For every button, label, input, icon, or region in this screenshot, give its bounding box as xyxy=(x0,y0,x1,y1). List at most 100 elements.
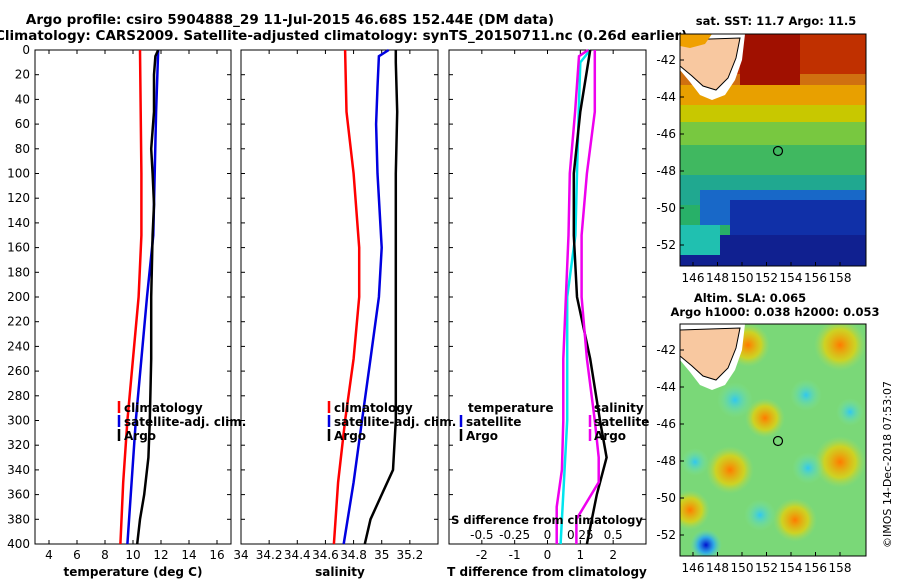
map-y-tick-label: -48 xyxy=(656,164,676,178)
y-tick-label: 60 xyxy=(15,117,30,131)
series-salinity-argo xyxy=(363,50,399,545)
x-tick-label: -2 xyxy=(476,548,488,562)
x-tick-label: 12 xyxy=(153,548,168,562)
difference-legend-right: salinity satellite Argo xyxy=(588,401,649,443)
x-tick-label: 34.2 xyxy=(256,548,283,562)
series-salinity-climatology xyxy=(332,49,361,545)
y-tick-label: 100 xyxy=(7,167,30,181)
sst-map xyxy=(680,34,866,266)
legend-text: temperature xyxy=(468,401,553,415)
x-tick-label: 2 xyxy=(609,548,617,562)
y-tick-label: 240 xyxy=(7,339,30,353)
map-x-tick-label: 150 xyxy=(731,271,754,285)
difference-xlabel: T difference from climatology xyxy=(447,565,647,579)
legend-text: Argo xyxy=(334,429,366,443)
x-tick-label: 6 xyxy=(73,548,81,562)
x-tick-label: 34.6 xyxy=(312,548,339,562)
legend-text: satellite xyxy=(594,415,649,429)
sla-map-title-1: Altim. SLA: 0.065 xyxy=(694,291,806,305)
x-tick-label: 0 xyxy=(544,548,552,562)
x-tick-label: 4 xyxy=(45,548,53,562)
map-x-tick-label: 156 xyxy=(804,271,827,285)
y-tick-label: 0 xyxy=(22,43,30,57)
legend-text: Argo xyxy=(124,429,156,443)
map-y-tick-label: -44 xyxy=(656,380,676,394)
sst-map-frame xyxy=(679,33,867,267)
top-x-tick-label: -0.5 xyxy=(470,528,493,542)
map-x-tick-label: 146 xyxy=(682,561,705,575)
map-x-tick-label: 148 xyxy=(706,271,729,285)
temperature-legend: climatology satellite-adj. clim. Argo xyxy=(117,401,246,443)
x-tick-label: -1 xyxy=(509,548,521,562)
legend-text: satellite-adj. clim. xyxy=(124,415,246,429)
map-x-tick-label: 158 xyxy=(829,271,852,285)
x-tick-label: 34.8 xyxy=(340,548,367,562)
map-y-tick-label: -50 xyxy=(656,201,676,215)
map-y-tick-label: -46 xyxy=(656,127,676,141)
map-y-tick-label: -46 xyxy=(656,417,676,431)
temperature-xlabel: temperature (deg C) xyxy=(64,565,203,579)
map-x-tick-label: 152 xyxy=(755,561,778,575)
map-x-tick-label: 150 xyxy=(731,561,754,575)
map-x-tick-label: 148 xyxy=(706,561,729,575)
y-tick-label: 260 xyxy=(7,364,30,378)
x-tick-label: 1 xyxy=(577,548,585,562)
legend-text: climatology xyxy=(334,401,413,415)
legend-text: salinity xyxy=(594,401,644,415)
sla-map xyxy=(680,324,866,556)
sst-argo-position-marker xyxy=(772,145,784,157)
map-y-tick-label: -42 xyxy=(656,343,676,357)
sla-argo-position-marker xyxy=(772,435,784,447)
map-y-tick-label: -50 xyxy=(656,491,676,505)
top-x-tick-label: -0.25 xyxy=(499,528,530,542)
legend-text: satellite-adj. clim. xyxy=(334,415,456,429)
y-tick-label: 120 xyxy=(7,191,30,205)
map-x-tick-label: 158 xyxy=(829,561,852,575)
series-difference-1 xyxy=(572,49,608,545)
x-tick-label: 16 xyxy=(209,548,224,562)
y-tick-label: 360 xyxy=(7,488,30,502)
title-line-2: Climatology: CARS2009. Satellite-adjuste… xyxy=(0,28,688,44)
x-tick-label: 35.2 xyxy=(396,548,423,562)
map-y-tick-label: -48 xyxy=(656,454,676,468)
salinity-xlabel: salinity xyxy=(315,565,365,579)
difference-top-xlabel: S difference from climatology xyxy=(451,513,643,527)
sla-map-frame xyxy=(679,323,867,557)
x-tick-label: 34.4 xyxy=(284,548,311,562)
y-tick-label: 220 xyxy=(7,315,30,329)
y-tick-label: 180 xyxy=(7,265,30,279)
x-tick-label: 10 xyxy=(125,548,140,562)
map-y-tick-label: -52 xyxy=(656,528,676,542)
series-temperature-climatology xyxy=(119,49,143,545)
x-tick-label: 8 xyxy=(101,548,109,562)
y-tick-label: 40 xyxy=(15,92,30,106)
y-tick-label: 380 xyxy=(7,512,30,526)
x-tick-label: 35 xyxy=(374,548,389,562)
map-y-tick-label: -42 xyxy=(656,53,676,67)
series-salinity-satellite xyxy=(342,48,390,545)
y-tick-label: 280 xyxy=(7,389,30,403)
top-x-tick-label: 0 xyxy=(544,528,552,542)
x-tick-label: 34 xyxy=(233,548,248,562)
y-tick-label: 160 xyxy=(7,241,30,255)
map-x-tick-label: 154 xyxy=(780,271,803,285)
title-line-1: Argo profile: csiro 5904888_29 11-Jul-20… xyxy=(25,12,555,28)
y-tick-label: 300 xyxy=(7,414,30,428)
y-tick-label: 320 xyxy=(7,438,30,452)
top-x-tick-label: 0.5 xyxy=(604,528,623,542)
footer-copyright: ©IMOS 14-Dec-2018 07:53:07 xyxy=(881,381,894,548)
map-x-tick-label: 152 xyxy=(755,271,778,285)
map-y-tick-label: -44 xyxy=(656,90,676,104)
y-tick-label: 20 xyxy=(15,68,30,82)
y-tick-label: 140 xyxy=(7,216,30,230)
x-tick-label: 14 xyxy=(181,548,196,562)
difference-axes xyxy=(448,49,647,545)
legend-text: climatology xyxy=(124,401,203,415)
y-tick-label: 200 xyxy=(7,290,30,304)
series-temperature-argo xyxy=(135,49,160,545)
legend-text: Argo xyxy=(466,429,498,443)
salinity-legend: climatology satellite-adj. clim. Argo xyxy=(327,401,456,443)
y-tick-label: 400 xyxy=(7,537,30,551)
series-difference-3 xyxy=(575,50,600,544)
